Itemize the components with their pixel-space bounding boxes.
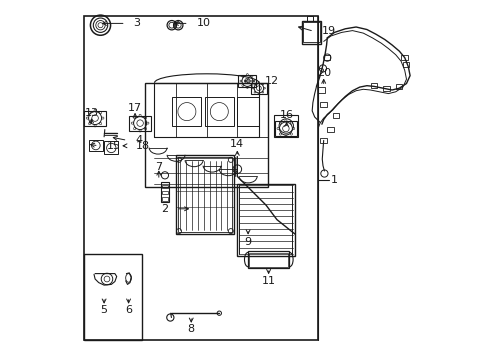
Text: 4: 4: [135, 135, 142, 145]
Bar: [382, 86, 389, 91]
Text: 1: 1: [330, 175, 337, 185]
Bar: [237, 97, 258, 126]
Text: 11: 11: [261, 276, 275, 286]
Bar: [250, 83, 266, 94]
Bar: [84, 111, 106, 126]
Bar: [162, 191, 168, 194]
Bar: [370, 83, 376, 88]
Bar: [178, 157, 231, 232]
Bar: [395, 84, 401, 89]
Text: 2: 2: [161, 204, 168, 214]
Bar: [172, 97, 201, 126]
Bar: [247, 251, 289, 268]
Bar: [320, 102, 326, 107]
Text: 10: 10: [196, 18, 210, 28]
Bar: [402, 62, 408, 67]
Bar: [237, 184, 294, 256]
Text: 19: 19: [321, 26, 335, 36]
Bar: [273, 115, 298, 137]
Bar: [161, 182, 168, 202]
Bar: [275, 121, 296, 136]
Bar: [162, 185, 168, 188]
Text: 18: 18: [135, 141, 149, 151]
Text: 8: 8: [187, 324, 194, 334]
Text: 7: 7: [155, 162, 162, 172]
Bar: [323, 55, 329, 60]
Bar: [318, 87, 324, 93]
Bar: [320, 138, 326, 143]
Bar: [176, 155, 233, 234]
Bar: [84, 16, 318, 340]
Text: 12: 12: [264, 76, 279, 86]
Bar: [249, 253, 288, 267]
Text: 13: 13: [84, 108, 98, 118]
Text: 5: 5: [101, 305, 107, 315]
Text: 3: 3: [133, 18, 141, 28]
Bar: [145, 83, 267, 187]
Bar: [204, 97, 233, 126]
Text: 17: 17: [128, 103, 142, 113]
Text: 15: 15: [106, 141, 121, 151]
Bar: [302, 21, 320, 44]
Bar: [306, 16, 312, 21]
Bar: [162, 197, 168, 201]
Bar: [326, 127, 333, 132]
Text: 9: 9: [244, 237, 251, 247]
Bar: [332, 113, 339, 118]
Bar: [303, 22, 319, 42]
Bar: [89, 140, 102, 151]
Bar: [129, 116, 151, 131]
Text: 16: 16: [279, 110, 293, 120]
Bar: [104, 141, 118, 154]
Text: 14: 14: [230, 139, 244, 149]
Bar: [400, 55, 407, 60]
Bar: [238, 75, 256, 87]
Text: 20: 20: [316, 68, 330, 78]
Text: 6: 6: [125, 305, 132, 315]
Bar: [84, 254, 142, 340]
Bar: [154, 83, 258, 137]
